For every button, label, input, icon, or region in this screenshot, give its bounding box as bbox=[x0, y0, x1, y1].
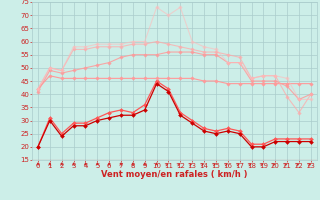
X-axis label: Vent moyen/en rafales ( km/h ): Vent moyen/en rafales ( km/h ) bbox=[101, 170, 248, 179]
